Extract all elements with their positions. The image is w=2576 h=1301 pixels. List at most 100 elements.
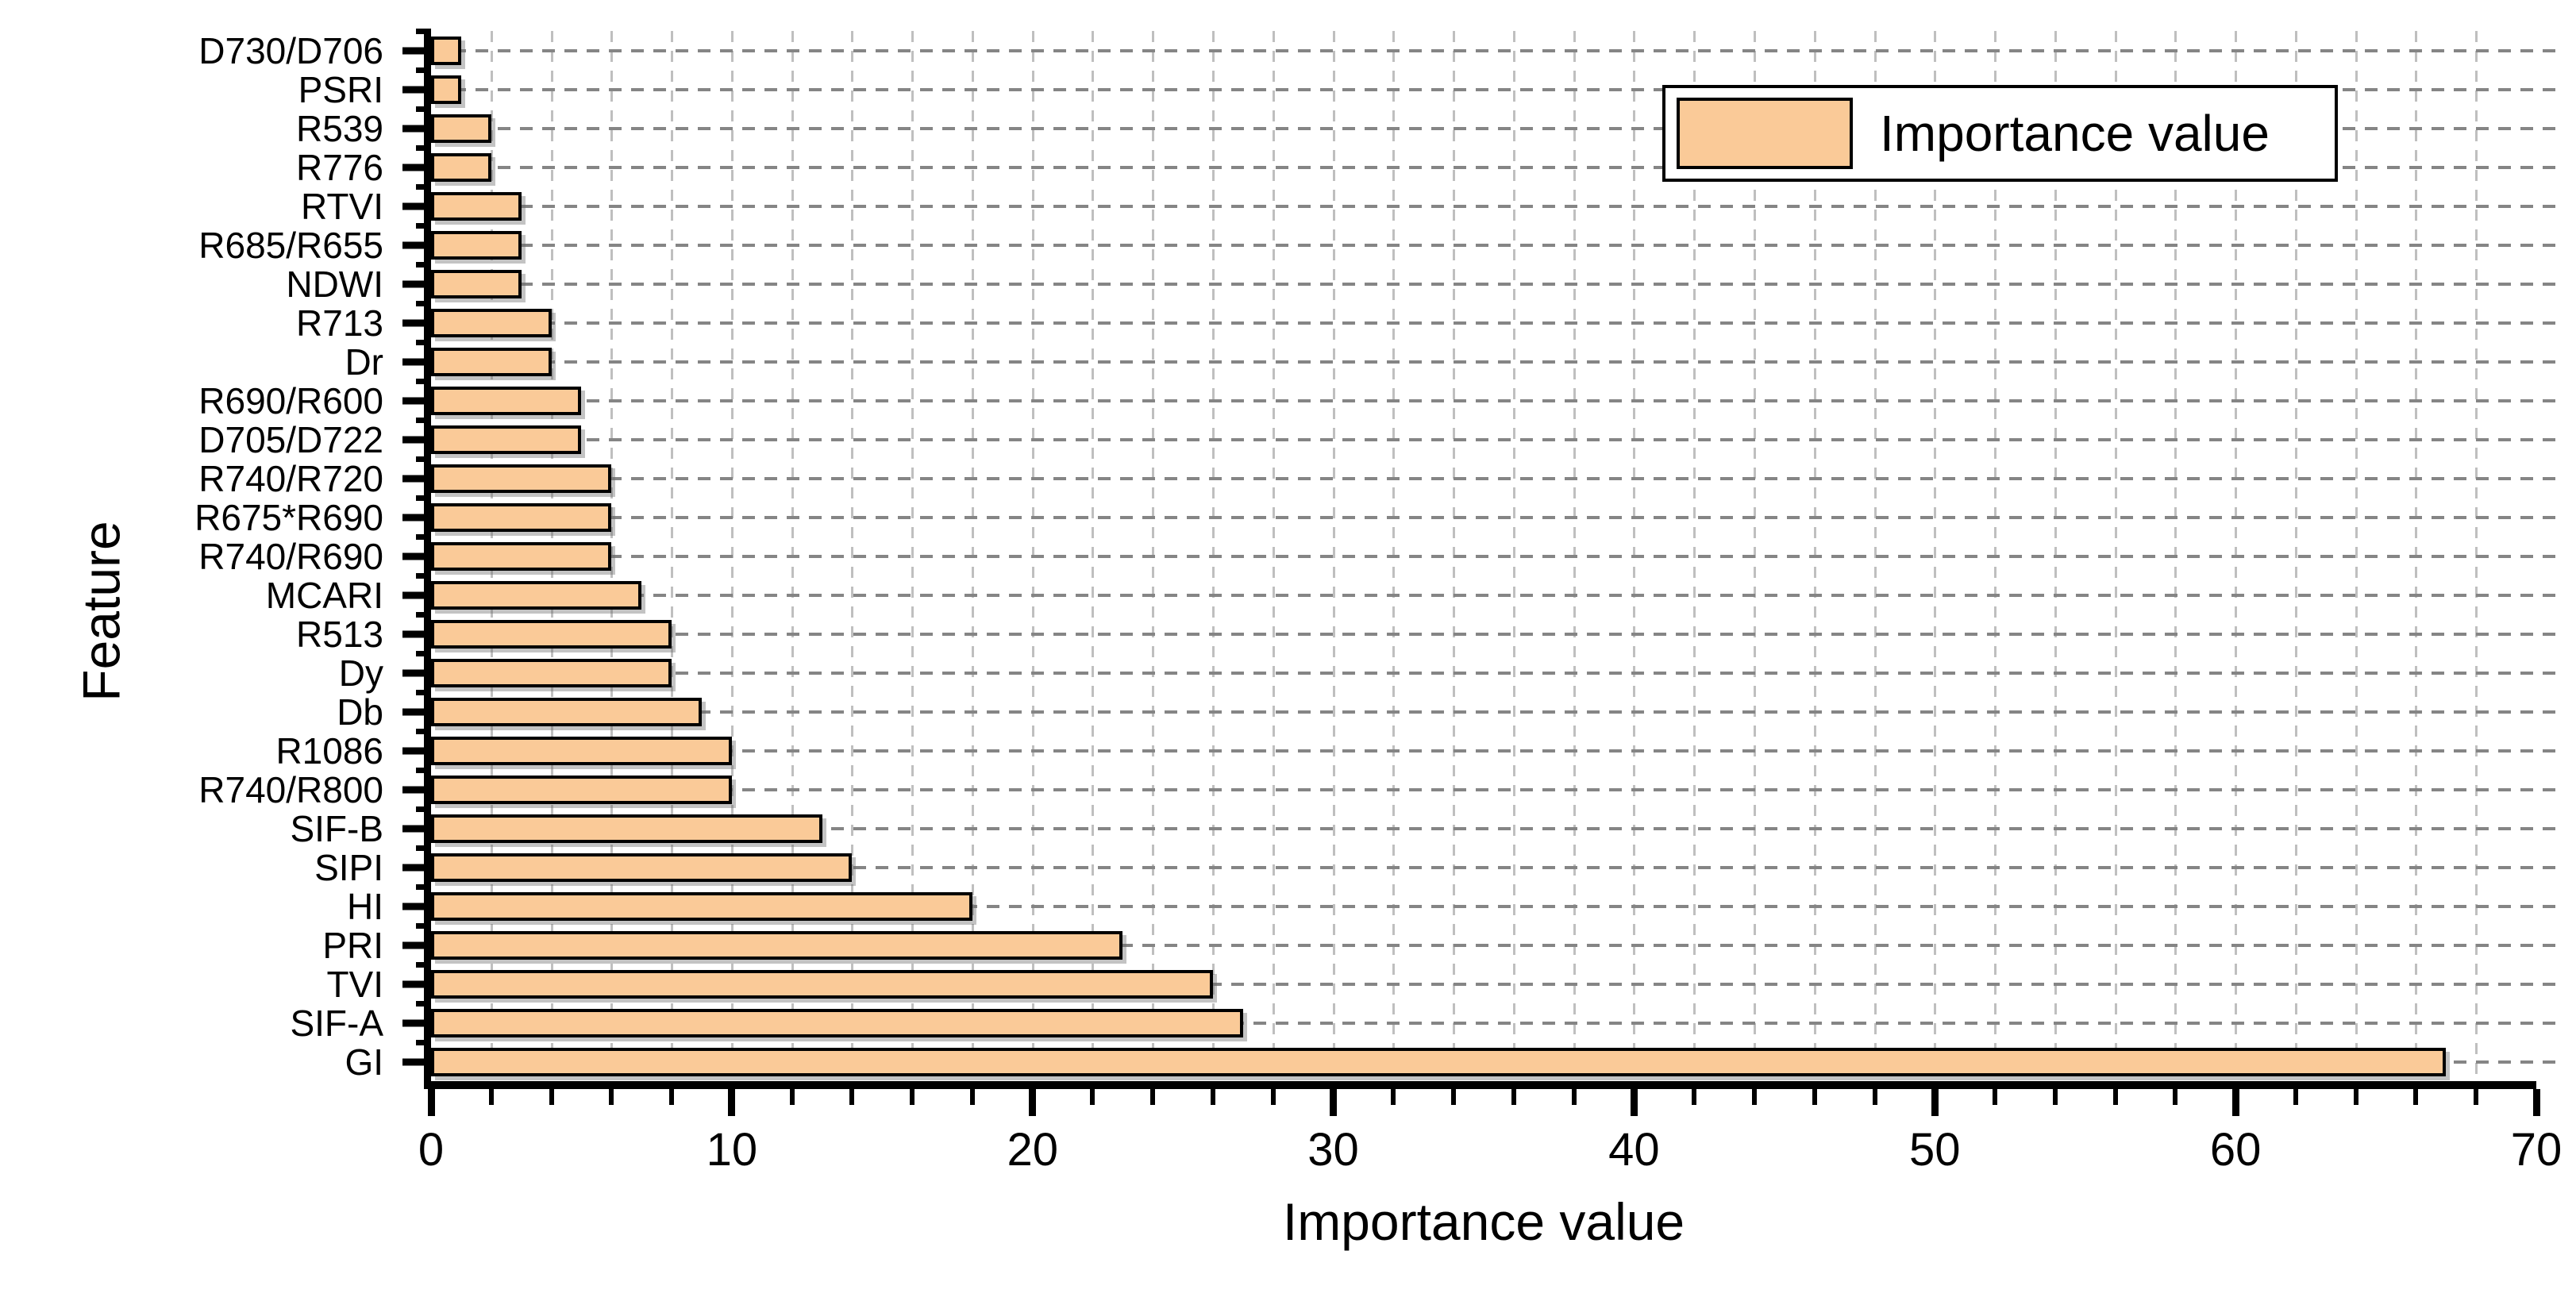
bar-SIF-B xyxy=(431,814,822,843)
y-axis-minor-tick xyxy=(416,456,431,462)
y-axis-major-tick xyxy=(402,591,431,599)
x-tick-label-10: 10 xyxy=(706,1124,758,1176)
bar-row: SIF-A xyxy=(290,1001,2564,1042)
x-axis-minor-tick xyxy=(1150,1089,1156,1105)
bar-Dy xyxy=(431,658,672,687)
bar-row: PSRI xyxy=(298,67,2564,109)
category-label: R1086 xyxy=(275,729,383,772)
bar-row: R675*R690 xyxy=(194,495,2564,537)
y-axis-minor-tick xyxy=(416,29,431,34)
x-axis-minor-tick xyxy=(1993,1089,1998,1105)
y-axis-major-tick xyxy=(402,669,431,676)
y-axis-minor-tick xyxy=(416,379,431,384)
y-axis-major-tick xyxy=(402,202,431,210)
bar-row: R740/R800 xyxy=(198,768,2564,809)
bar-row: RTVI xyxy=(301,184,2564,225)
bar-row: SIPI xyxy=(314,845,2564,887)
horizontal-gridline xyxy=(431,437,2564,441)
x-axis-major-tick xyxy=(2532,1089,2540,1116)
y-axis-major-tick xyxy=(402,903,431,910)
category-label: D730/D706 xyxy=(198,29,383,71)
bar-R740/R800 xyxy=(431,775,732,804)
y-axis-minor-tick xyxy=(416,690,431,695)
category-label: R513 xyxy=(296,613,383,655)
x-axis-minor-tick xyxy=(549,1089,554,1105)
x-axis-minor-tick xyxy=(1692,1089,1697,1105)
y-axis-minor-tick xyxy=(416,301,431,306)
y-axis-major-tick xyxy=(402,475,431,482)
x-axis-minor-tick xyxy=(1511,1089,1516,1105)
x-axis-major-tick xyxy=(2231,1089,2239,1116)
category-label: PSRI xyxy=(298,68,383,110)
x-tick-label-70: 70 xyxy=(2510,1124,2563,1176)
y-axis-major-tick xyxy=(402,358,431,365)
x-axis-minor-tick xyxy=(609,1089,614,1105)
x-tick-label-50: 50 xyxy=(1909,1124,1961,1176)
y-axis-major-tick xyxy=(402,864,431,871)
horizontal-gridline xyxy=(431,398,2564,402)
x-axis-minor-tick xyxy=(849,1089,855,1105)
x-axis-minor-tick xyxy=(1090,1089,1095,1105)
bar-R685/R655 xyxy=(431,230,522,260)
x-axis-minor-tick xyxy=(1391,1089,1396,1105)
x-axis-minor-tick xyxy=(789,1089,795,1105)
x-axis-spine xyxy=(424,1081,2536,1089)
y-axis-major-tick xyxy=(402,786,431,793)
x-axis-minor-tick xyxy=(2293,1089,2298,1105)
bar-row: R740/R690 xyxy=(198,534,2564,575)
bar-R1086 xyxy=(431,736,732,765)
horizontal-gridline xyxy=(431,710,2564,714)
x-axis-minor-tick xyxy=(2173,1089,2178,1105)
y-axis-minor-tick xyxy=(416,1040,431,1045)
category-label: NDWI xyxy=(286,263,383,305)
y-axis-minor-tick xyxy=(416,223,431,229)
x-axis-minor-tick xyxy=(1812,1089,1817,1105)
bar-row: R1086 xyxy=(275,729,2564,770)
y-axis-minor-tick xyxy=(416,845,431,851)
bar-row: HI xyxy=(347,884,2564,926)
y-axis-major-tick xyxy=(402,47,431,54)
bar-row: D705/D722 xyxy=(198,418,2564,459)
bar-HI xyxy=(431,891,972,921)
horizontal-gridline xyxy=(431,671,2564,675)
bar-R713 xyxy=(431,308,552,337)
y-axis-minor-tick xyxy=(416,534,431,540)
legend-swatch xyxy=(1677,98,1853,169)
bar-R740/R690 xyxy=(431,541,612,571)
y-axis-minor-tick xyxy=(416,145,431,151)
y-axis-major-tick xyxy=(402,241,431,248)
bar-row: R513 xyxy=(296,612,2564,653)
horizontal-gridline xyxy=(431,982,2564,986)
category-label: GI xyxy=(345,1041,383,1083)
y-axis-minor-tick xyxy=(416,184,431,190)
category-label: R740/R720 xyxy=(198,457,383,499)
bar-MCARI xyxy=(431,580,642,610)
category-label: MCARI xyxy=(265,574,383,616)
category-label: SIF-B xyxy=(290,807,383,849)
category-label: HI xyxy=(347,885,383,927)
bar-GI xyxy=(431,1047,2447,1076)
x-axis-minor-tick xyxy=(1451,1089,1457,1105)
horizontal-gridline xyxy=(431,321,2564,325)
category-label: SIF-A xyxy=(290,1002,383,1044)
horizontal-gridline xyxy=(431,476,2564,480)
x-axis-title: Importance value xyxy=(1282,1192,1685,1251)
x-axis-minor-tick xyxy=(1211,1089,1216,1105)
bar-TVI xyxy=(431,969,1214,999)
y-axis-major-tick xyxy=(402,980,431,987)
bar-R675*R690 xyxy=(431,502,612,532)
x-axis-minor-tick xyxy=(1270,1089,1276,1105)
y-axis-major-tick xyxy=(402,825,431,832)
bar-row: R776 xyxy=(296,145,2564,187)
y-axis-minor-tick xyxy=(416,418,431,423)
category-label: R685/R655 xyxy=(198,224,383,266)
bar-row: D730/D706 xyxy=(198,29,2564,70)
bar-row: R539 xyxy=(296,106,2564,148)
y-axis-major-tick xyxy=(402,436,431,443)
bar-row: MCARI xyxy=(266,573,2564,614)
category-label: Db xyxy=(337,691,383,733)
y-axis-minor-tick xyxy=(416,67,431,73)
x-tick-label-40: 40 xyxy=(1608,1124,1660,1176)
bar-SIPI xyxy=(431,853,853,882)
bar-row: Dy xyxy=(339,651,2564,692)
